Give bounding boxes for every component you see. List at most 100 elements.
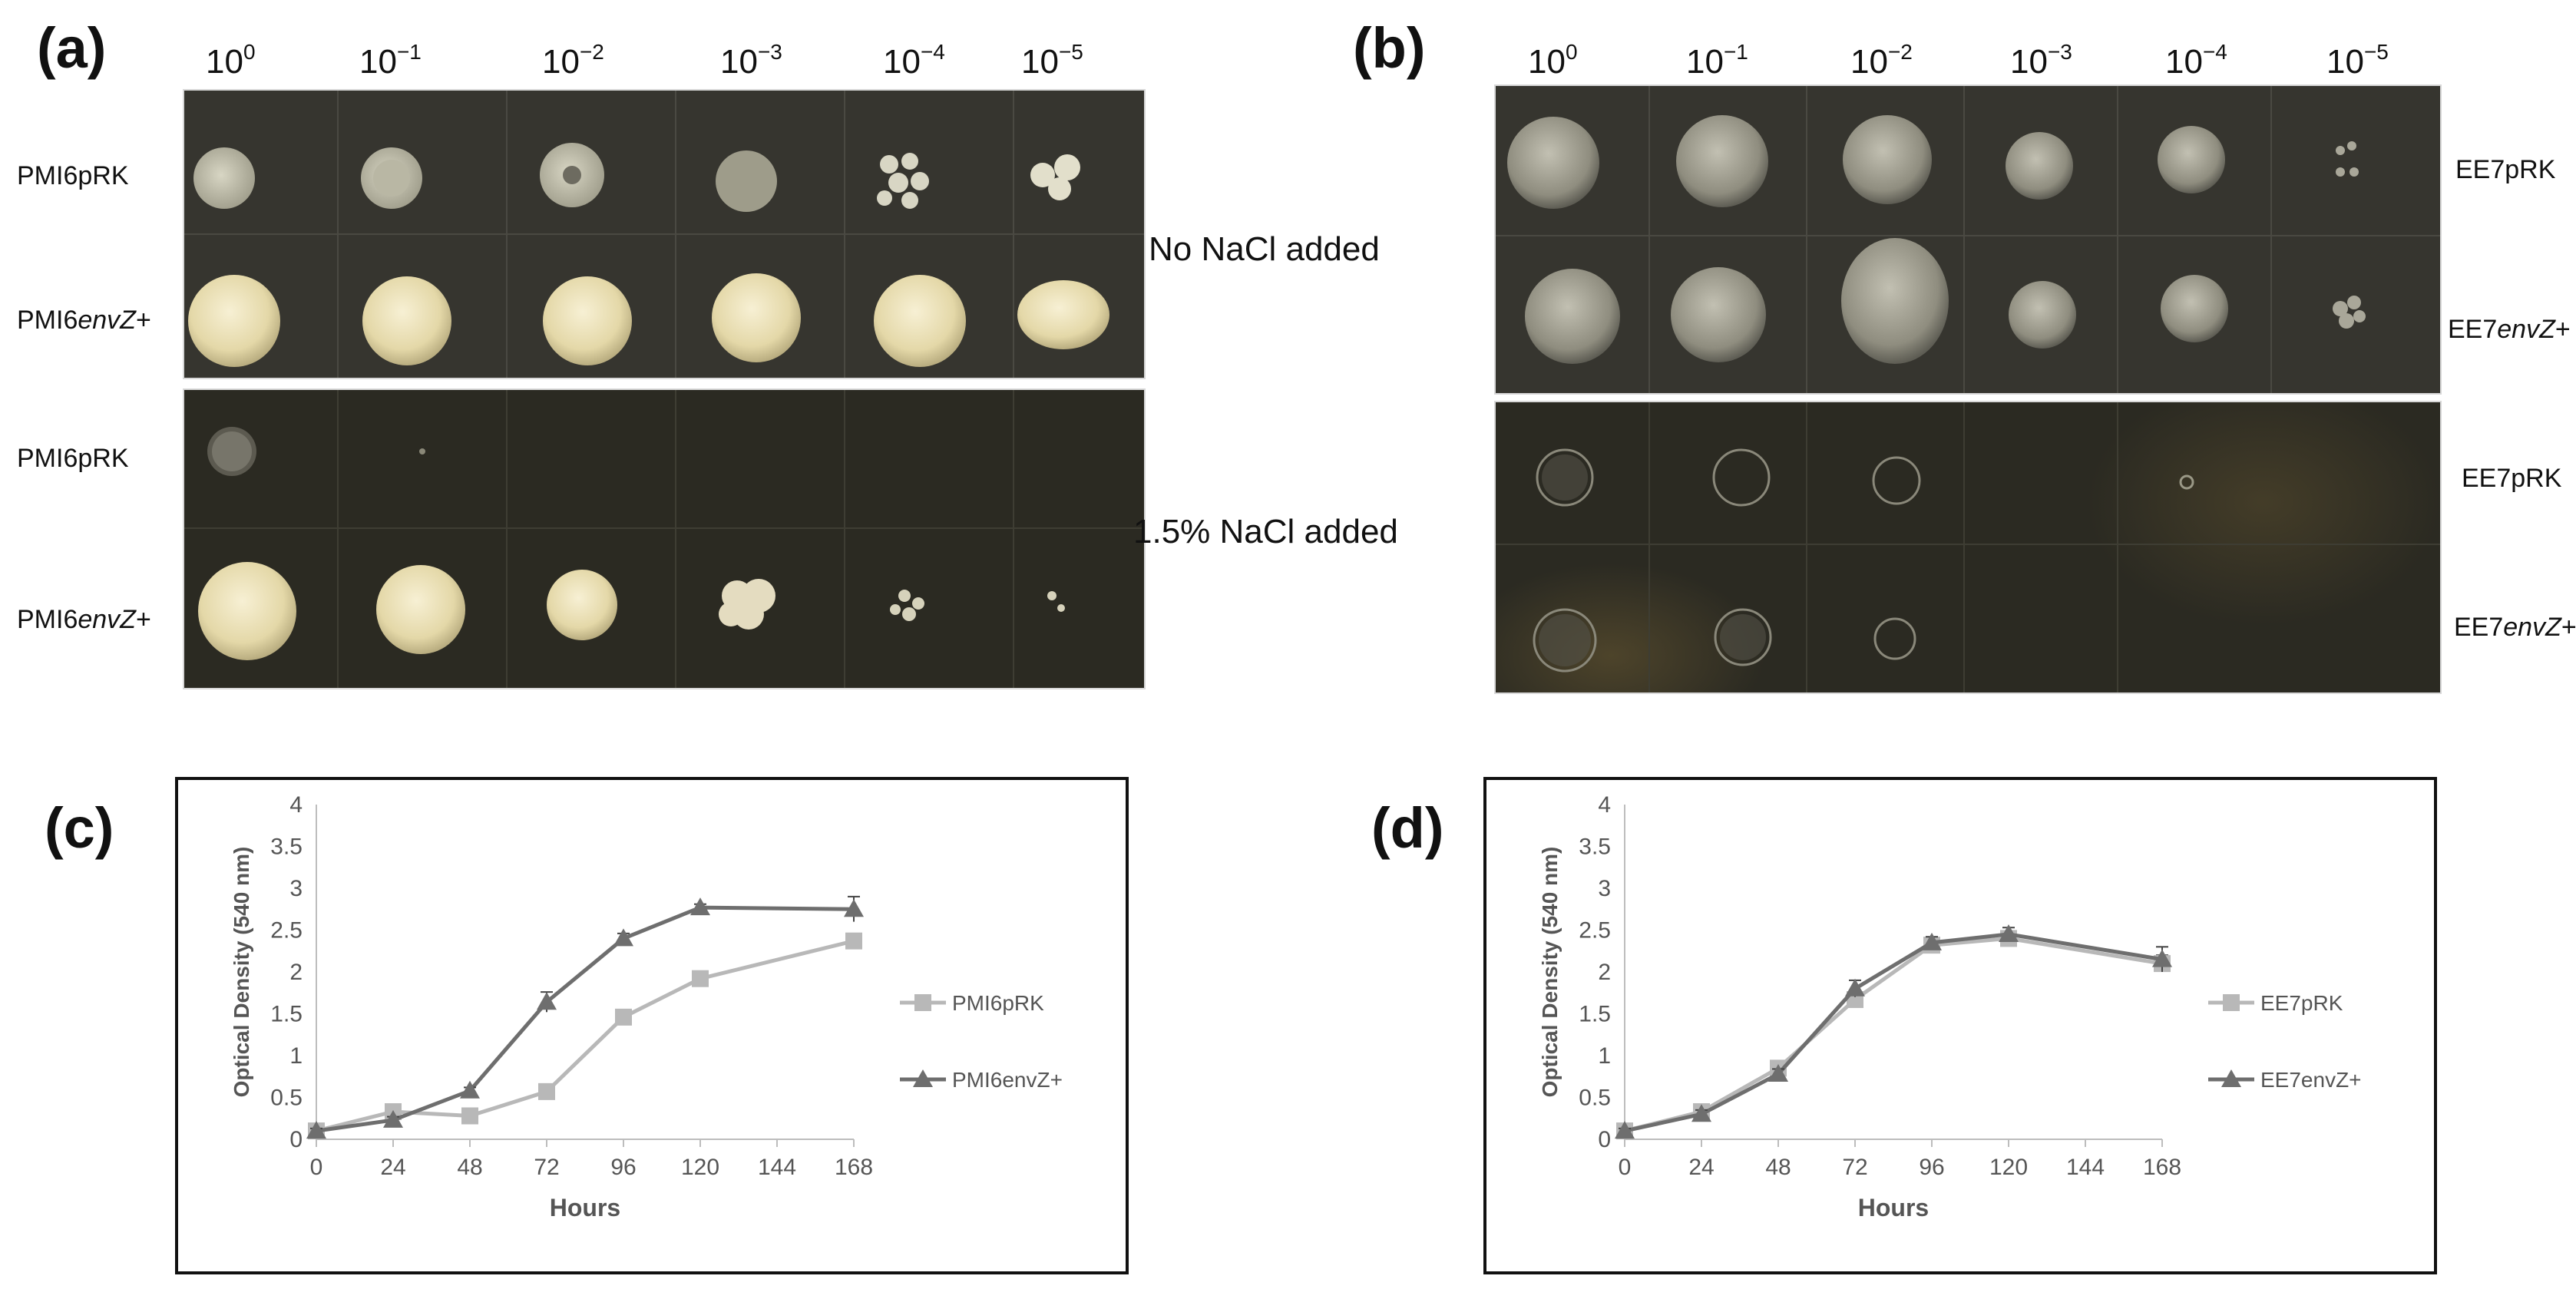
x-tick-label: 24 [380,1155,405,1180]
strain-label: EE7pRK [2455,155,2556,184]
colony-row-4 [198,562,1065,660]
chart-d: 0 0.5 1 1.5 2 2.5 3 3.5 4 0 24 48 72 96 120 144 168 Hours… [1483,777,2437,1274]
data-point-square [692,970,709,987]
dilution-label: 10−5 [1021,40,1083,81]
legend-label: EE7envZ+ [2260,1068,2362,1092]
panel-b-label: (b) [1353,16,1426,80]
panel-d-label: (d) [1371,796,1444,860]
y-tick-label: 4 [289,792,303,818]
x-axis-title: Hours [1858,1194,1929,1221]
x-tick-label: 72 [1842,1155,1867,1180]
dilution-label: 10−2 [1850,40,1913,81]
data-point-triangle [2152,949,2172,967]
y-tick-label: 0 [1598,1127,1611,1152]
series-line [316,905,855,1133]
data-point-triangle [306,1121,326,1139]
panel-b-plate-nacl [1494,401,2442,694]
data-point-triangle [690,897,710,916]
y-tick-label: 1 [1598,1043,1611,1069]
colony-row-1 [1507,115,2359,209]
x-tick-label: 0 [310,1155,323,1180]
panel-c-label: (c) [45,796,114,860]
chart-c-svg: 0 0.5 1 1.5 2 2.5 3 3.5 4 0 24 48 72 96 120 144 168 Hours… [230,792,1063,1221]
colony-row-2 [188,273,1109,367]
strain-label: PMI6pRK [17,161,129,190]
dilution-label: 10−5 [2326,40,2389,81]
x-tick-label: 0 [1619,1155,1632,1180]
data-point-triangle [1845,978,1865,996]
dilution-label: 10−3 [2010,40,2072,81]
dilution-label: 10−4 [2165,40,2227,81]
y-tick-label: 3 [289,876,303,901]
strain-label: PMI6pRK [17,444,129,473]
dilution-label: 10−1 [1686,40,1748,81]
x-tick-label: 48 [1765,1155,1791,1180]
plate-image [1496,86,2440,393]
condition-label-top: No NaCl added [1149,230,1380,268]
colony-row-1 [193,143,1080,212]
dilution-label: 100 [206,40,256,81]
dilution-label: 10−2 [542,40,604,81]
plate-image [1496,402,2440,692]
strain-label: EE7envZ+ [2448,315,2571,344]
plate-image [184,91,1144,378]
data-point-triangle [1999,924,2019,942]
dilution-label: 10−4 [883,40,945,81]
y-tick-label: 2 [289,960,303,985]
y-tick-label: 2.5 [1579,918,1611,944]
data-point-triangle [460,1080,480,1099]
chart-c: 0 0.5 1 1.5 2 2.5 3 3.5 4 0 24 48 72 96 120 144 168 Hours… [175,777,1129,1274]
legend-marker-square [2223,994,2240,1011]
y-tick-label: 1 [289,1043,303,1069]
legend-label: EE7pRK [2260,991,2343,1015]
y-tick-label: 3.5 [270,835,303,860]
dilution-label: 100 [1528,40,1578,81]
y-tick-label: 3 [1598,876,1611,901]
x-axis-title: Hours [550,1194,620,1221]
x-tick-label: 144 [758,1155,796,1180]
dilution-label: 10−3 [720,40,782,81]
strain-label: EE7envZ+ [2454,613,2576,642]
panel-a-plate-no-nacl [183,89,1146,379]
data-point-triangle [1691,1104,1711,1122]
x-tick-label: 48 [457,1155,482,1180]
y-tick-label: 2 [1598,960,1611,985]
x-tick-label: 120 [1989,1155,2028,1180]
x-tick-label: 96 [1919,1155,1944,1180]
series-line [1624,932,2163,1133]
y-tick-label: 0.5 [1579,1086,1611,1111]
data-point-triangle [1922,932,1942,950]
y-tick-label: 0.5 [270,1086,303,1111]
strain-label: EE7pRK [2462,464,2562,493]
data-point-triangle [613,928,633,947]
y-tick-label: 3.5 [1579,835,1611,860]
strain-label: PMI6envZ+ [17,306,151,335]
data-point-square [461,1107,478,1125]
panel-b-plate-no-nacl [1494,84,2442,395]
colony-row-2 [1525,238,2366,364]
legend-label: PMI6envZ+ [952,1068,1063,1092]
data-point-square [615,1008,632,1026]
data-point-square [538,1082,555,1100]
x-tick-label: 96 [610,1155,636,1180]
legend-marker-triangle [913,1069,933,1087]
panel-a-plate-nacl [183,388,1146,689]
y-axis-title: Optical Density (540 nm) [230,847,253,1098]
strain-label: PMI6envZ+ [17,605,151,634]
data-point-triangle [1768,1063,1788,1082]
plate-image [184,390,1144,688]
x-tick-label: 168 [835,1155,873,1180]
legend-marker-square [914,994,931,1011]
y-tick-label: 1.5 [270,1002,303,1027]
dilution-label: 10−1 [359,40,422,81]
x-tick-label: 168 [2143,1155,2181,1180]
data-point-square [845,932,862,950]
x-tick-label: 120 [681,1155,719,1180]
y-tick-label: 4 [1598,792,1611,818]
y-tick-label: 1.5 [1579,1002,1611,1027]
condition-label-bottom: 1.5% NaCl added [1133,513,1398,550]
y-axis-title: Optical Density (540 nm) [1538,847,1562,1098]
x-tick-label: 24 [1688,1155,1714,1180]
chart-d-svg: 0 0.5 1 1.5 2 2.5 3 3.5 4 0 24 48 72 96 120 144 168 Hours… [1538,792,2362,1221]
x-tick-label: 144 [2066,1155,2105,1180]
